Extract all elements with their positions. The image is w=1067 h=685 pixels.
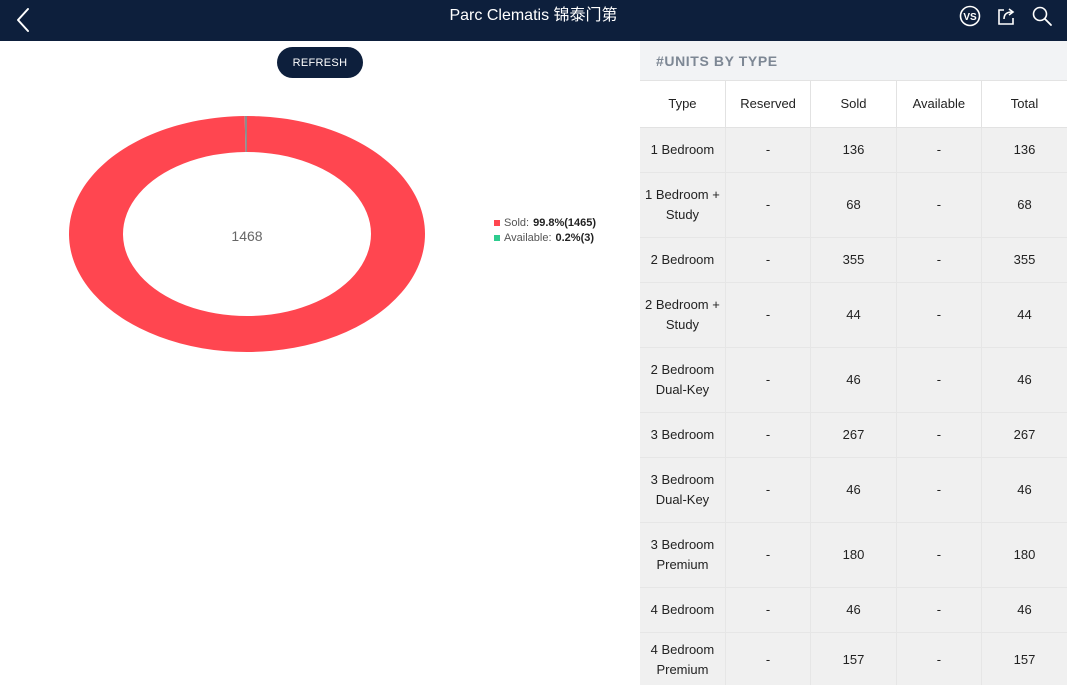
cell-available: - <box>896 282 983 348</box>
cell-sold: 136 <box>810 127 897 173</box>
cell-total: 355 <box>981 237 1067 283</box>
cell-reserved: - <box>725 632 812 685</box>
cell-reserved: - <box>725 522 812 588</box>
cell-reserved: - <box>725 237 812 283</box>
donut-slice-available[interactable] <box>244 116 247 153</box>
cell-sold: 68 <box>810 172 897 238</box>
cell-sold: 355 <box>810 237 897 283</box>
cell-total: 46 <box>981 457 1067 523</box>
refresh-button[interactable]: REFRESH <box>277 47 363 78</box>
legend-item-sold: Sold: 99.8%(1465) <box>494 215 596 230</box>
cell-total: 46 <box>981 587 1067 633</box>
chart-panel: REFRESH 1468 Sold: 99.8%(1465) Available… <box>0 41 640 685</box>
legend-label-available: Available: <box>504 231 552 244</box>
legend-swatch-available <box>494 234 500 241</box>
legend-swatch-sold <box>494 219 500 226</box>
table-row: 3 Bedroom Premium - 180 - 180 <box>640 522 1067 588</box>
cell-type: 1 Bedroom <box>640 127 726 173</box>
table-row: 3 Bedroom - 267 - 267 <box>640 412 1067 458</box>
search-icon[interactable] <box>1031 5 1053 27</box>
table-row: 1 Bedroom - 136 - 136 <box>640 127 1067 173</box>
cell-total: 267 <box>981 412 1067 458</box>
cell-available: - <box>896 522 983 588</box>
cell-type: 3 Bedroom Dual-Key <box>640 457 726 523</box>
cell-type: 2 Bedroom <box>640 237 726 283</box>
cell-reserved: - <box>725 172 812 238</box>
cell-type: 3 Bedroom <box>640 412 726 458</box>
cell-total: 136 <box>981 127 1067 173</box>
cell-sold: 46 <box>810 457 897 523</box>
table-row: 1 Bedroom + Study - 68 - 68 <box>640 172 1067 238</box>
legend-item-available: Available: 0.2%(3) <box>494 230 596 245</box>
cell-type: 3 Bedroom Premium <box>640 522 726 588</box>
cell-sold: 46 <box>810 587 897 633</box>
cell-total: 180 <box>981 522 1067 588</box>
section-title: #UNITS BY TYPE <box>640 41 1067 81</box>
col-header-total: Total <box>981 81 1067 128</box>
cell-available: - <box>896 412 983 458</box>
table-header-row: Type Reserved Sold Available Total <box>640 81 1067 128</box>
table-row: 4 Bedroom - 46 - 46 <box>640 587 1067 633</box>
col-header-type: Type <box>640 81 726 128</box>
back-arrow-icon[interactable] <box>12 4 36 36</box>
cell-type: 2 Bedroom + Study <box>640 282 726 348</box>
cell-type: 2 Bedroom Dual-Key <box>640 347 726 413</box>
table-row: 2 Bedroom + Study - 44 - 44 <box>640 282 1067 348</box>
donut-center-total: 1468 <box>231 228 262 244</box>
header-actions: VS <box>959 5 1053 27</box>
cell-sold: 267 <box>810 412 897 458</box>
table-row: 2 Bedroom Dual-Key - 46 - 46 <box>640 347 1067 413</box>
cell-reserved: - <box>725 347 812 413</box>
table-row: 2 Bedroom - 355 - 355 <box>640 237 1067 283</box>
table-row: 3 Bedroom Dual-Key - 46 - 46 <box>640 457 1067 523</box>
cell-sold: 180 <box>810 522 897 588</box>
page-title: Parc Clematis 锦泰门第 <box>449 7 618 24</box>
cell-total: 44 <box>981 282 1067 348</box>
table-row: 4 Bedroom Premium - 157 - 157 <box>640 632 1067 685</box>
chart-legend: Sold: 99.8%(1465) Available: 0.2%(3) <box>494 215 596 245</box>
cell-reserved: - <box>725 127 812 173</box>
cell-available: - <box>896 172 983 238</box>
cell-sold: 157 <box>810 632 897 685</box>
cell-total: 68 <box>981 172 1067 238</box>
cell-available: - <box>896 457 983 523</box>
compare-vs-icon[interactable]: VS <box>959 5 981 27</box>
cell-sold: 46 <box>810 347 897 413</box>
cell-total: 157 <box>981 632 1067 685</box>
cell-available: - <box>896 237 983 283</box>
units-by-type-panel: #UNITS BY TYPE Type Reserved Sold Availa… <box>640 41 1067 685</box>
vs-label: VS <box>963 12 977 23</box>
top-bar: Parc Clematis 锦泰门第 VS <box>0 0 1067 41</box>
cell-sold: 44 <box>810 282 897 348</box>
cell-available: - <box>896 587 983 633</box>
cell-available: - <box>896 347 983 413</box>
cell-reserved: - <box>725 587 812 633</box>
cell-reserved: - <box>725 412 812 458</box>
cell-type: 1 Bedroom + Study <box>640 172 726 238</box>
cell-type: 4 Bedroom <box>640 587 726 633</box>
col-header-reserved: Reserved <box>725 81 812 128</box>
share-icon[interactable] <box>995 5 1017 27</box>
cell-available: - <box>896 127 983 173</box>
legend-value-sold: 99.8%(1465) <box>533 216 597 229</box>
col-header-available: Available <box>896 81 983 128</box>
sales-donut-chart: 1468 <box>69 116 426 352</box>
cell-type: 4 Bedroom Premium <box>640 632 726 685</box>
col-header-sold: Sold <box>810 81 897 128</box>
legend-value-available: 0.2%(3) <box>555 231 595 244</box>
cell-total: 46 <box>981 347 1067 413</box>
cell-reserved: - <box>725 282 812 348</box>
donut-slice-sold[interactable] <box>69 116 426 352</box>
legend-label-sold: Sold: <box>504 216 530 229</box>
cell-reserved: - <box>725 457 812 523</box>
cell-available: - <box>896 632 983 685</box>
units-table: Type Reserved Sold Available Total 1 Bed… <box>640 81 1067 685</box>
